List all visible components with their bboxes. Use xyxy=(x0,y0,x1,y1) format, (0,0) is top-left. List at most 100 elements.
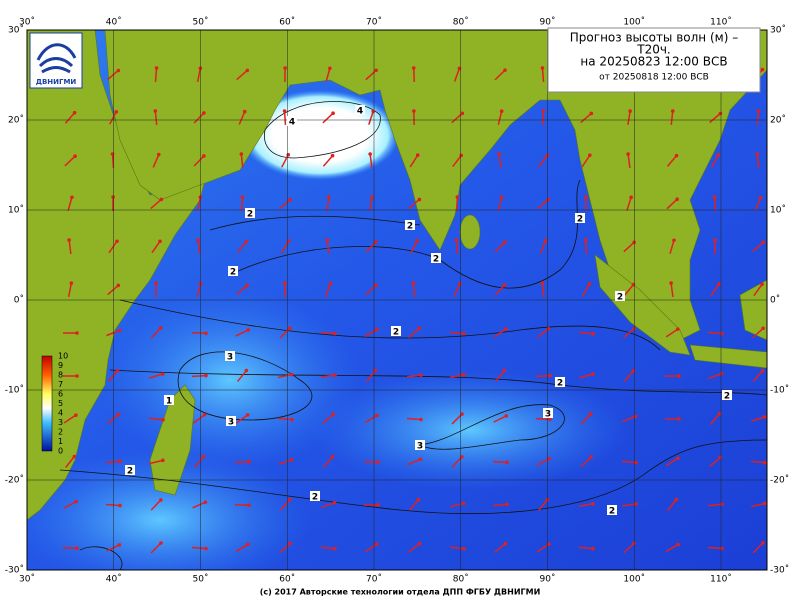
wave-arrow-head xyxy=(240,152,244,156)
contour-label: 2 xyxy=(127,467,133,477)
contour-label: 2 xyxy=(407,222,413,232)
wave-arrow-head xyxy=(327,195,331,199)
wave-arrow-head xyxy=(459,154,463,158)
lon-label-top: 90˚ xyxy=(540,17,556,28)
wave-arrow-head xyxy=(540,281,544,285)
wave-arrow-head xyxy=(759,196,763,200)
contour-label: 2 xyxy=(433,255,439,265)
lon-label-bottom: 70˚ xyxy=(366,574,382,585)
lon-label-bottom: 80˚ xyxy=(453,574,469,585)
wave-arrow-head xyxy=(331,111,335,115)
wave-arrow-head xyxy=(161,372,165,376)
wave-arrow-head xyxy=(118,329,122,333)
lon-label-bottom: 90˚ xyxy=(540,574,556,585)
wave-arrow-head xyxy=(761,369,765,373)
sri-lanka xyxy=(460,215,480,249)
wave-arrow-head xyxy=(757,109,761,113)
wave-arrow-head xyxy=(289,198,293,202)
wave-arrow-head xyxy=(159,498,163,502)
wave-arrow-head xyxy=(67,238,71,242)
contour-label: 4 xyxy=(289,118,295,128)
wave-arrow-head xyxy=(763,415,767,419)
wave-arrow-head xyxy=(73,154,77,158)
wave-arrow-head xyxy=(591,372,595,376)
wave-arrow-head xyxy=(541,109,545,113)
wave-arrow-head xyxy=(590,112,594,116)
wave-arrow-head xyxy=(328,66,332,70)
wave-arrow-head xyxy=(720,332,724,336)
wave-arrow-head xyxy=(760,283,764,287)
wave-arrow-head xyxy=(117,413,121,417)
wave-arrow-head xyxy=(370,195,374,199)
wave-arrow-head xyxy=(288,498,292,502)
contour-label: 2 xyxy=(230,268,236,278)
wave-arrow-head xyxy=(283,281,287,285)
wave-arrow-head xyxy=(374,283,378,287)
wave-arrow-head xyxy=(199,281,203,285)
wave-arrow-head xyxy=(114,110,118,114)
wave-arrow-head xyxy=(368,152,372,156)
wave-arrow-head xyxy=(246,543,250,547)
wave-arrow-head xyxy=(412,281,416,285)
wave-arrow-head xyxy=(719,112,723,116)
wave-arrow-head xyxy=(589,455,593,459)
subtitle: от 20250818 12:00 ВСВ xyxy=(599,73,709,83)
wave-arrow-head xyxy=(374,240,378,244)
wave-arrow-head xyxy=(74,413,78,417)
wave-arrow-head xyxy=(761,68,765,72)
wave-arrow-head xyxy=(632,369,636,373)
wave-arrow-head xyxy=(158,239,162,243)
wave-arrow-head xyxy=(591,547,595,551)
wave-arrow-head xyxy=(245,240,249,244)
wave-arrow xyxy=(536,376,550,377)
wave-arrow-head xyxy=(671,109,675,113)
wave-arrow-head xyxy=(247,460,251,464)
wave-arrow-head xyxy=(591,502,595,506)
contour-label: 2 xyxy=(247,210,253,220)
colorbar-label: 0 xyxy=(58,447,63,456)
wave-arrow-head xyxy=(73,455,77,459)
title-line: на 20250823 12:00 ВСВ xyxy=(580,55,727,69)
wave-arrow xyxy=(113,154,114,168)
wave-arrow-head xyxy=(118,460,122,464)
map-area xyxy=(10,30,767,590)
wave-arrow-head xyxy=(720,502,724,506)
colorbar-label: 3 xyxy=(58,418,63,427)
wave-arrow-head xyxy=(374,69,378,73)
wave-arrow-head xyxy=(290,458,294,462)
wave-arrow-head xyxy=(676,327,680,331)
wave-arrow-head xyxy=(331,154,335,158)
wave-arrow-head xyxy=(584,195,588,199)
wave-arrow-head xyxy=(505,461,509,465)
wave-arrow-head xyxy=(584,238,588,242)
wave-arrow-head xyxy=(458,282,462,286)
lat-label-left: -10˚ xyxy=(5,385,24,396)
wave-arrow-head xyxy=(247,503,251,507)
lat-label-left: 30˚ xyxy=(8,25,24,36)
wave-arrow xyxy=(414,68,415,82)
contour-label: 2 xyxy=(609,507,615,517)
lat-label-right: -20˚ xyxy=(770,475,789,486)
wave-arrow-head xyxy=(547,327,551,331)
wave-arrow-head xyxy=(154,281,158,285)
colorbar xyxy=(42,356,52,451)
wave-arrow-head xyxy=(333,332,337,336)
wave-arrow-head xyxy=(111,195,115,199)
wave-arrow-head xyxy=(504,327,508,331)
lon-label-top: 60˚ xyxy=(279,17,295,28)
lon-label-bottom: 60˚ xyxy=(279,574,295,585)
wave-arrow-head xyxy=(412,109,416,113)
wave-arrow-head xyxy=(375,414,379,418)
contour-label: 3 xyxy=(545,410,551,420)
wave-arrow-head xyxy=(588,282,592,286)
wave-arrow-head xyxy=(290,418,294,422)
wave-arrow-head xyxy=(412,66,416,70)
wave-arrow xyxy=(543,111,544,125)
wave-arrow-head xyxy=(672,238,676,242)
wave-arrow xyxy=(63,548,77,549)
wave-arrow-head xyxy=(204,500,208,504)
wave-arrow-head xyxy=(329,282,333,286)
wave-arrow-head xyxy=(416,153,420,157)
wave-arrow-head xyxy=(713,238,717,242)
